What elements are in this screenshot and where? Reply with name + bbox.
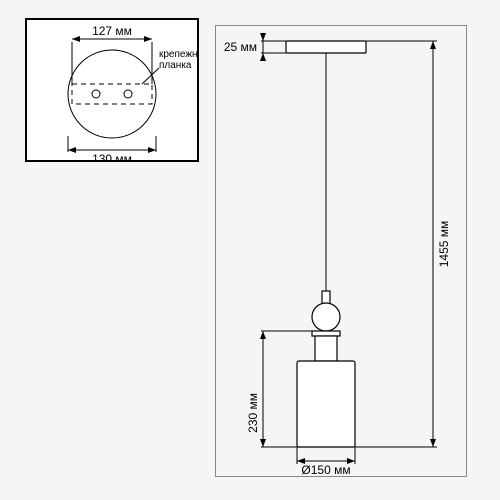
dim-bot-label: 130 мм xyxy=(92,152,132,160)
dim-total-label: 1455 мм xyxy=(437,221,451,268)
dim-dia-label: Ø150 мм xyxy=(301,463,350,476)
dim-canopy-ah-t xyxy=(260,33,266,41)
canopy xyxy=(286,41,366,53)
dim-top-ah-l xyxy=(72,36,80,42)
canopy-circle xyxy=(68,50,156,138)
neck-cap xyxy=(312,331,340,336)
annot-leader xyxy=(142,68,159,84)
inset-svg: 127 мм 130 мм крепежная планка xyxy=(27,20,197,160)
hole-left xyxy=(92,90,100,98)
dim-shade-label: 230 мм xyxy=(246,393,260,433)
main-svg: 25 мм 1455 мм 230 мм Ø150 мм xyxy=(216,26,466,476)
shade xyxy=(297,361,355,447)
ball xyxy=(312,303,340,331)
neck xyxy=(315,336,337,361)
annot-text-1: крепежная xyxy=(159,49,197,60)
dim-canopy-ah-b xyxy=(260,53,266,61)
inset-frame: 127 мм 130 мм крепежная планка xyxy=(25,18,199,162)
dim-total-ah-t xyxy=(430,41,436,49)
diagram-stage: 127 мм 130 мм крепежная планка xyxy=(0,0,500,500)
dim-top-label: 127 мм xyxy=(92,24,132,38)
dim-shade-ah-t xyxy=(260,331,266,339)
mounting-bar xyxy=(72,84,152,104)
annot-text-2: планка xyxy=(159,60,192,71)
hole-right xyxy=(124,90,132,98)
dim-shade-ah-b xyxy=(260,439,266,447)
dim-total-ah-b xyxy=(430,439,436,447)
dim-bot-ah-r xyxy=(148,147,156,153)
dim-canopy-label: 25 мм xyxy=(224,40,257,54)
dim-top-ah-r xyxy=(144,36,152,42)
dim-bot-ah-l xyxy=(68,147,76,153)
main-frame: 25 мм 1455 мм 230 мм Ø150 мм xyxy=(215,25,467,477)
